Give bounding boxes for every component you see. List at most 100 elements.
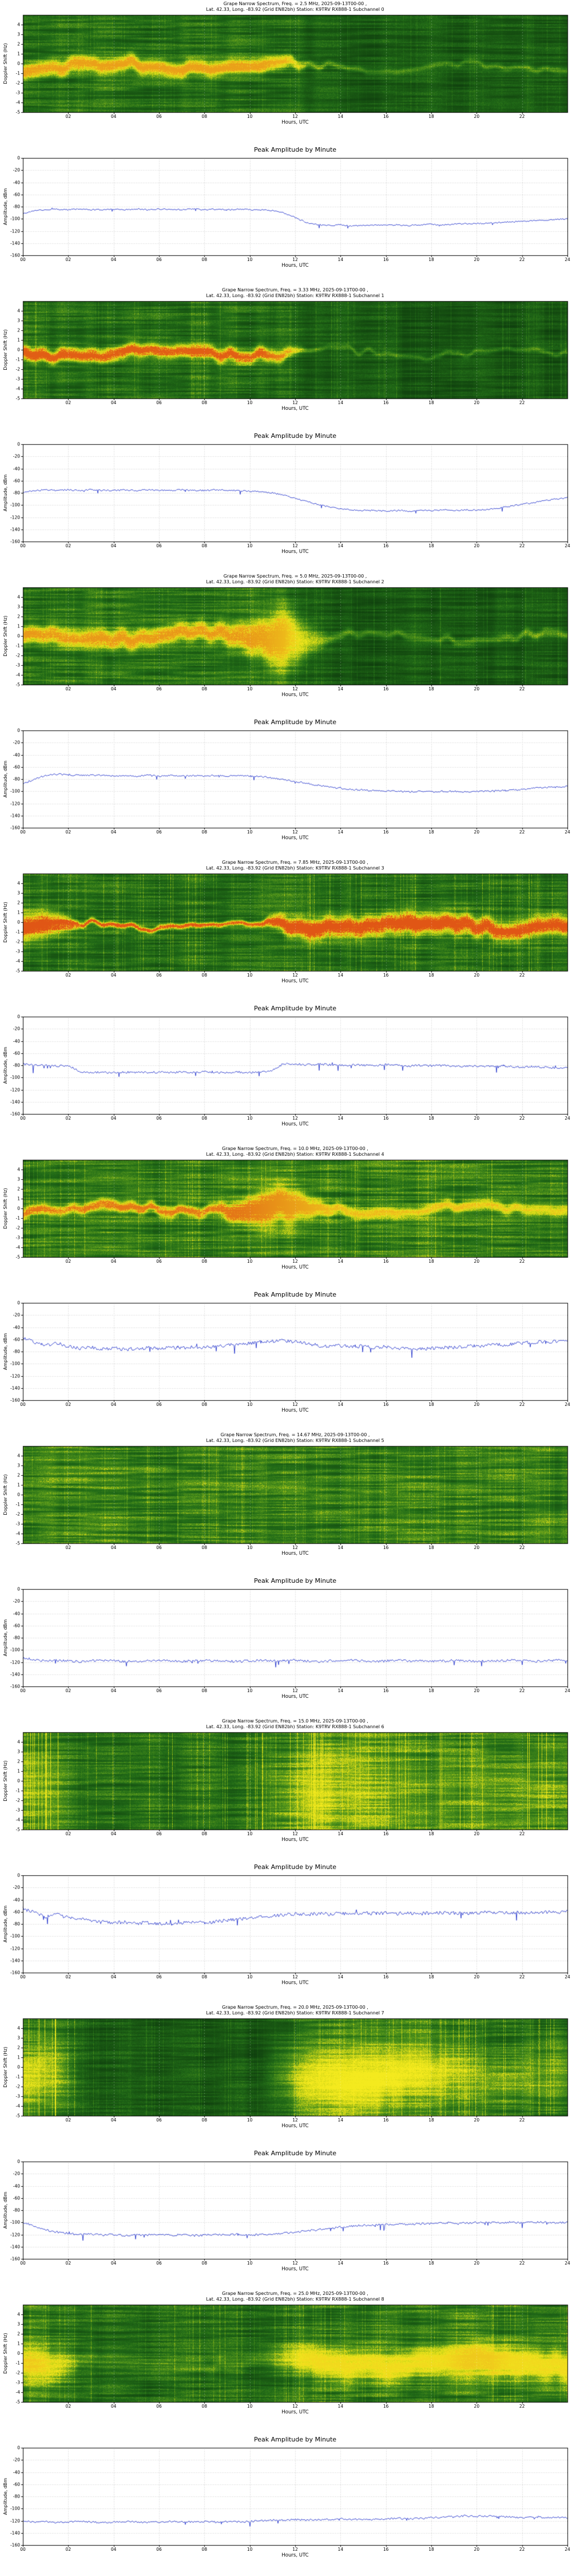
x-tick-label: 14 xyxy=(337,1688,344,1693)
y-tick-label: 4 xyxy=(17,2312,20,2317)
y-tick-label: 0 xyxy=(17,1492,20,1498)
y-tick-label: -160 xyxy=(10,252,20,258)
y-tick-label: 0 xyxy=(17,728,20,733)
y-tick-label: -40 xyxy=(13,1897,20,1902)
x-tick-label: 22 xyxy=(519,1831,525,1836)
x-tick-label: 08 xyxy=(201,686,208,692)
chart-title: Peak Amplitude by Minute xyxy=(253,1577,337,1585)
x-tick-label: 20 xyxy=(474,1974,480,1980)
x-tick-label: 08 xyxy=(201,2117,208,2123)
y-tick-label: -80 xyxy=(13,1062,20,1068)
y-axis-label: Doppler Shift (Hz) xyxy=(3,1474,8,1515)
y-tick-label: -5 xyxy=(15,968,20,974)
x-axis-label: Hours, UTC xyxy=(281,2553,309,2558)
chart-title: Grape Narrow Spectrum, Freq. = 5.0 MHz, … xyxy=(223,574,367,579)
x-tick-label: 12 xyxy=(292,1259,298,1264)
x-tick-label: 16 xyxy=(383,973,389,978)
x-tick-label: 02 xyxy=(65,1116,72,1121)
x-tick-label: 22 xyxy=(519,1688,525,1693)
x-tick-label: 10 xyxy=(247,2547,253,2552)
x-tick-label: 20 xyxy=(474,1259,480,1264)
x-tick-label: 18 xyxy=(428,543,434,548)
x-tick-label: 02 xyxy=(65,973,72,978)
x-tick-label: 06 xyxy=(156,1831,162,1836)
y-tick-label: 2 xyxy=(17,41,20,47)
y-tick-label: -60 xyxy=(13,1050,20,1056)
x-tick-label: 14 xyxy=(337,686,344,692)
x-tick-label: 14 xyxy=(337,829,344,835)
x-tick-label: 14 xyxy=(337,1974,344,1980)
chart-title: Peak Amplitude by Minute xyxy=(253,718,337,726)
x-tick-label: 04 xyxy=(110,1831,117,1836)
y-tick-label: -140 xyxy=(10,240,20,246)
x-tick-label: 04 xyxy=(110,2261,117,2266)
x-tick-label: 08 xyxy=(201,1116,208,1121)
y-tick-label: -2 xyxy=(15,1511,20,1517)
y-tick-label: -3 xyxy=(15,2380,20,2385)
x-tick-label: 14 xyxy=(337,2261,344,2266)
x-tick-label: 12 xyxy=(292,2117,298,2123)
x-tick-label: 08 xyxy=(201,829,208,835)
y-tick-label: -5 xyxy=(15,1254,20,1260)
y-tick-label: -3 xyxy=(15,1235,20,1240)
y-tick-label: -5 xyxy=(15,396,20,401)
x-tick-label: 08 xyxy=(201,2547,208,2552)
y-tick-label: -100 xyxy=(10,1074,20,1080)
y-tick-label: -80 xyxy=(13,2207,20,2213)
y-axis-label: Doppler Shift (Hz) xyxy=(3,329,8,370)
x-tick-label: 24 xyxy=(565,1402,570,1407)
x-tick-label: 04 xyxy=(110,1545,117,1550)
x-tick-label: 22 xyxy=(519,2261,525,2266)
y-axis-label: Doppler Shift (Hz) xyxy=(3,902,8,943)
x-tick-label: 06 xyxy=(156,973,162,978)
x-tick-label: 16 xyxy=(383,114,389,119)
y-tick-label: -2 xyxy=(15,2370,20,2376)
x-tick-label: 00 xyxy=(20,257,26,262)
chart-title: Peak Amplitude by Minute xyxy=(253,432,337,440)
x-tick-label: 16 xyxy=(383,400,389,405)
x-tick-label: 10 xyxy=(247,543,253,548)
x-tick-label: 06 xyxy=(156,1402,162,1407)
y-tick-label: -3 xyxy=(15,1521,20,1527)
amplitude-chart-13: Peak Amplitude by Minute Amplitude, dBm Ho… xyxy=(0,1860,572,2004)
spectrogram-chart-12: Grape Narrow Spectrum, Freq. = 15.0 MHz,… xyxy=(0,1717,572,1860)
y-axis-label: Amplitude, dBm xyxy=(3,474,8,512)
x-tick-label: 12 xyxy=(292,2404,298,2409)
y-tick-label: -60 xyxy=(13,1909,20,1914)
x-tick-label: 18 xyxy=(428,686,434,692)
y-tick-label: -140 xyxy=(10,1099,20,1104)
x-tick-label: 06 xyxy=(156,1545,162,1550)
chart-title: Peak Amplitude by Minute xyxy=(253,1291,337,1298)
y-tick-label: -4 xyxy=(15,1817,20,1823)
y-tick-label: 0 xyxy=(17,1300,20,1306)
y-tick-label: -120 xyxy=(10,514,20,520)
y-tick-label: -20 xyxy=(13,2171,20,2176)
x-axis-label: Hours, UTC xyxy=(281,1265,309,1270)
x-axis-label: Hours, UTC xyxy=(281,2266,309,2272)
y-tick-label: -160 xyxy=(10,1111,20,1117)
y-tick-label: 2 xyxy=(17,1472,20,1478)
y-tick-label: -140 xyxy=(10,2530,20,2535)
spectrogram-plot xyxy=(0,1145,572,1288)
y-tick-label: -20 xyxy=(13,1884,20,1890)
x-tick-label: 08 xyxy=(201,2404,208,2409)
y-axis-label: Amplitude, dBm xyxy=(3,1046,8,1084)
x-tick-label: 04 xyxy=(110,1974,117,1980)
chart-title: Grape Narrow Spectrum, Freq. = 25.0 MHz,… xyxy=(222,2291,368,2296)
x-tick-label: 14 xyxy=(337,1116,344,1121)
amplitude-line-plot xyxy=(0,1288,572,1431)
x-tick-label: 22 xyxy=(519,686,525,692)
y-tick-label: -5 xyxy=(15,682,20,688)
y-tick-label: -120 xyxy=(10,800,20,806)
y-tick-label: -140 xyxy=(10,1958,20,1963)
x-tick-label: 10 xyxy=(247,1688,253,1693)
y-tick-label: -80 xyxy=(13,2494,20,2499)
x-tick-label: 02 xyxy=(65,1974,72,1980)
y-axis-label: Amplitude, dBm xyxy=(3,1333,8,1370)
x-tick-label: 06 xyxy=(156,829,162,835)
y-tick-label: 0 xyxy=(17,347,20,353)
x-axis-label: Hours, UTC xyxy=(281,2409,309,2415)
y-tick-label: 1 xyxy=(17,1768,20,1774)
x-tick-label: 24 xyxy=(565,2261,570,2266)
x-tick-label: 18 xyxy=(428,2261,434,2266)
